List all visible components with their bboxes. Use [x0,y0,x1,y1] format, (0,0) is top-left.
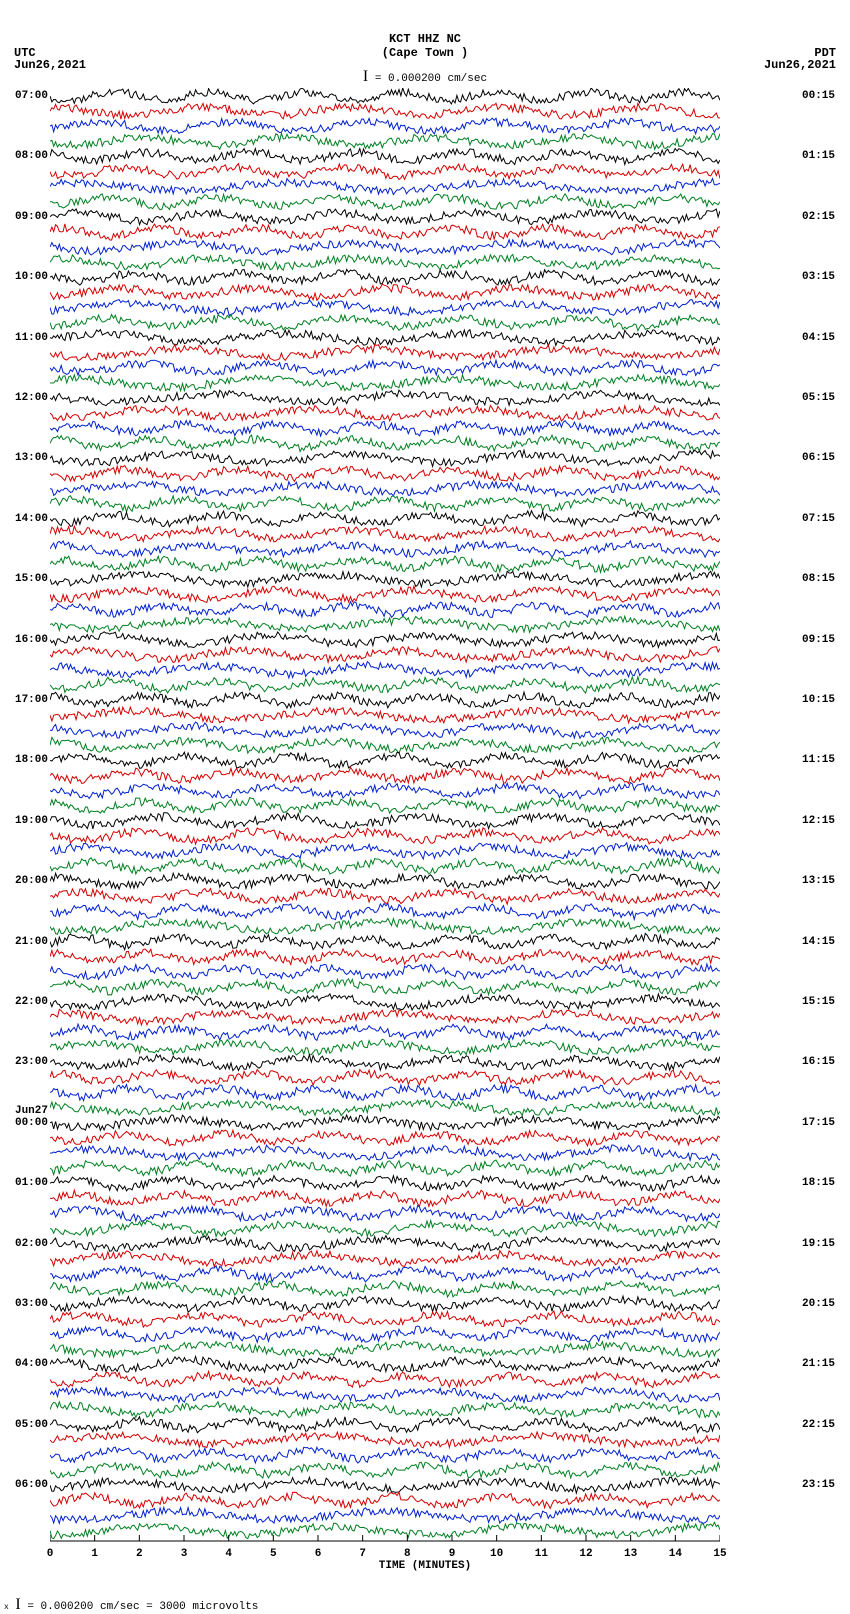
scale-legend: I = 0.000200 cm/sec [0,68,850,86]
helicorder-svg [50,88,720,1543]
helicorder-plot [50,88,720,1543]
station-code: KCT HHZ NC [0,32,850,46]
date-left: Jun26,2021 [14,58,86,72]
x-axis-label: TIME (MINUTES) [0,1560,850,1572]
date-right: Jun26,2021 [764,58,836,72]
station-location: (Cape Town ) [0,46,850,60]
footnote: x I = 0.000200 cm/sec = 3000 microvolts [4,1596,258,1614]
